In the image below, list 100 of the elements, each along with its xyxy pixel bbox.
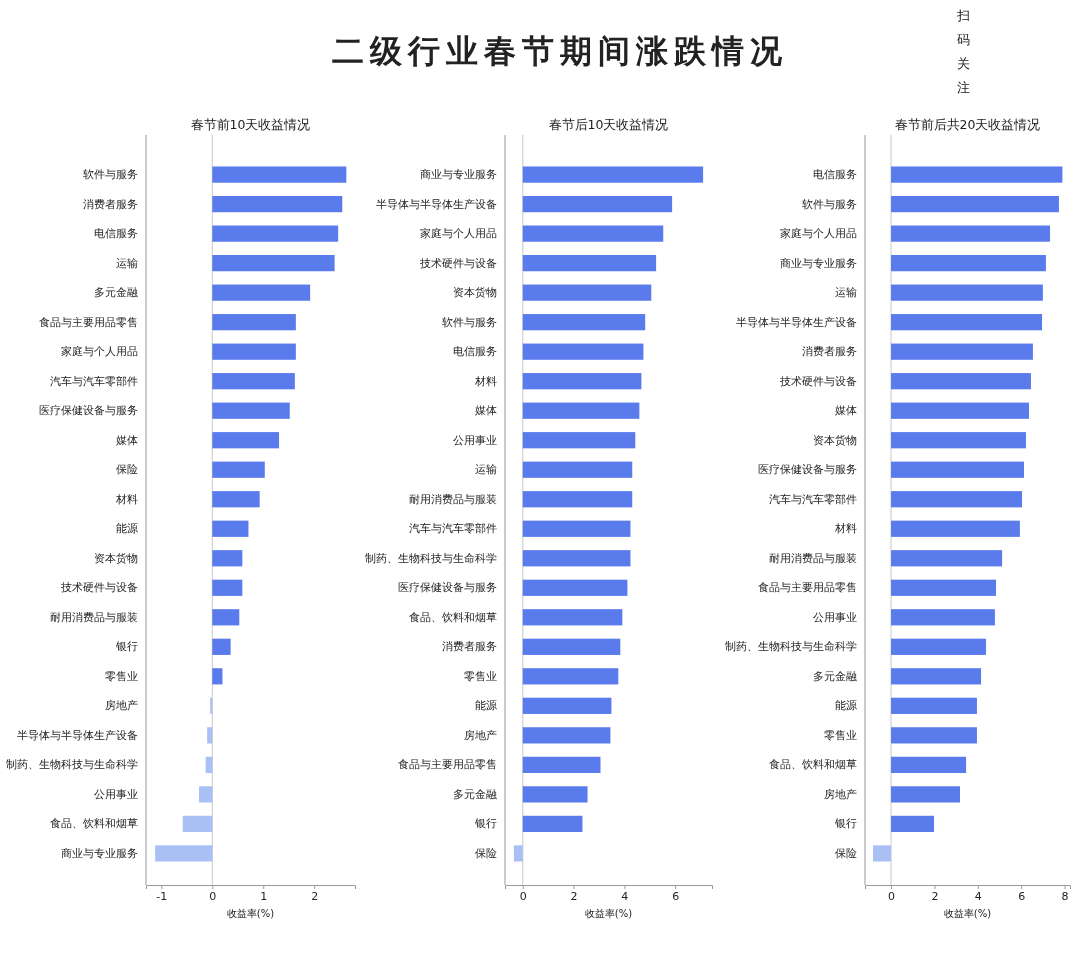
bar [873,845,892,862]
y-tick-label: 家庭与个人用品 [780,227,857,241]
y-tick-label: 多元金融 [94,286,138,300]
text: 二级行业春节期间涨跌情况 [332,32,788,70]
chart-title: 春节前后共20天收益情况 [894,117,1041,132]
y-tick-label: 家庭与个人用品 [420,227,497,241]
bar [212,461,265,478]
bar [210,697,213,714]
y-tick-label: 电信服务 [453,345,497,359]
y-tick-label: 食品与主要用品零售 [39,315,138,329]
x-tick-label: 0 [888,889,896,903]
y-tick-label: 零售业 [464,669,497,683]
x-tick-label: -1 [156,889,168,903]
bar [891,373,1031,390]
bar [522,284,652,301]
y-tick-label: 技术硬件与设备 [60,581,138,595]
bar [212,255,335,272]
y-tick-label: 保险 [475,846,497,860]
y-tick-label: 软件与服务 [442,315,497,329]
y-tick-label: 房地产 [105,699,138,713]
bar [155,845,213,862]
y-tick-label: 制药、生物科技与生命科学 [6,758,138,772]
bar [522,815,583,833]
x-axis-title: 收益率(%) [943,908,992,919]
bar [522,786,588,803]
bar [522,461,633,478]
x-tick-label: 0 [519,889,527,903]
bar [891,579,997,596]
y-tick-label: 多元金融 [813,669,857,683]
bar [891,343,1033,360]
text: 扫码关注 [955,8,970,95]
y-tick-label: 媒体 [116,433,138,447]
y-tick-label: 消费者服务 [442,640,497,654]
y-tick-label: 食品与主要用品零售 [758,581,857,595]
y-tick-label: 技术硬件与设备 [779,374,857,388]
y-tick-label: 消费者服务 [802,345,857,359]
bar [891,402,1029,419]
bar [212,638,231,655]
x-tick-label: 2 [311,889,319,903]
x-tick-label: 4 [974,889,982,903]
y-tick-label: 半导体与半导体生产设备 [376,197,497,211]
bar [212,402,290,419]
y-tick-label: 半导体与半导体生产设备 [17,728,138,742]
bar [891,314,1043,331]
y-tick-label: 房地产 [464,728,497,742]
y-tick-label: 银行 [834,817,857,831]
bar [212,284,311,301]
y-tick-label: 耐用消费品与服装 [409,492,497,506]
bar [891,491,1023,508]
bar [212,491,260,508]
y-tick-label: 制药、生物科技与生命科学 [365,551,497,565]
y-tick-label: 消费者服务 [83,197,138,211]
y-tick-label: 资本货物 [94,551,138,565]
y-tick-label: 食品、饮料和烟草 [769,758,857,772]
bar [891,550,1003,567]
y-tick-label: 软件与服务 [802,197,857,211]
y-tick-label: 公用事业 [94,787,138,801]
bar [522,166,704,183]
y-tick-label: 零售业 [824,728,857,742]
bar [891,255,1046,272]
chart-title: 春节前10天收益情况 [190,117,311,132]
y-tick-label: 电信服务 [813,168,857,182]
x-tick-label: 6 [672,889,680,903]
bar [212,166,347,183]
x-tick-label: 1 [260,889,268,903]
bar [522,550,631,567]
bar [212,579,243,596]
bar [522,609,623,626]
y-tick-label: 媒体 [835,404,857,418]
x-tick-label: 2 [931,889,939,903]
bar [522,225,664,242]
bar [199,786,213,803]
x-tick-label: 2 [570,889,578,903]
bar [891,609,995,626]
y-tick-label: 零售业 [105,669,138,683]
bar [891,668,982,685]
bar [212,373,295,390]
y-tick-label: 能源 [475,699,497,713]
bar [182,815,213,833]
y-tick-label: 家庭与个人用品 [61,345,138,359]
y-tick-label: 商业与专业服务 [61,846,138,860]
bar [212,520,249,537]
y-tick-label: 公用事业 [813,610,857,624]
y-tick-label: 食品、饮料和烟草 [409,610,497,624]
bar [522,195,673,213]
y-tick-label: 资本货物 [813,433,857,447]
y-tick-label: 半导体与半导体生产设备 [736,315,857,329]
bar [522,373,642,390]
y-tick-label: 媒体 [475,404,497,418]
y-tick-label: 汽车与汽车零部件 [409,522,497,536]
y-tick-label: 运输 [835,286,857,300]
y-tick-label: 材料 [834,522,857,536]
bar [522,697,612,714]
bar [212,195,343,213]
x-tick-label: 8 [1061,889,1069,903]
x-tick-label: 0 [209,889,217,903]
bar [522,727,611,744]
y-tick-label: 技术硬件与设备 [419,256,497,270]
y-tick-label: 商业与专业服务 [420,168,497,182]
bar [522,756,601,773]
